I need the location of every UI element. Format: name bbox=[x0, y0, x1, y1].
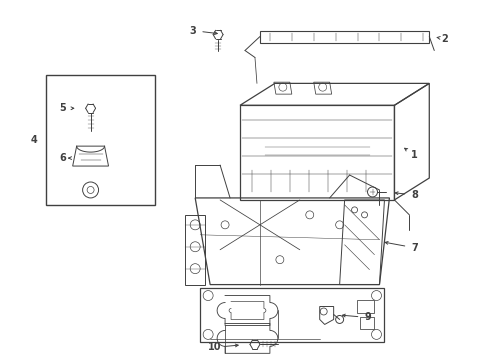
Text: 8: 8 bbox=[411, 190, 418, 200]
Text: 1: 1 bbox=[411, 150, 417, 160]
Text: 10: 10 bbox=[208, 342, 222, 352]
Bar bbox=[357, 300, 374, 314]
Text: 5: 5 bbox=[59, 103, 66, 113]
Text: 6: 6 bbox=[59, 153, 66, 163]
Text: 2: 2 bbox=[441, 33, 447, 44]
Text: 9: 9 bbox=[364, 312, 371, 323]
Bar bbox=[240, 105, 394, 200]
Text: 4: 4 bbox=[30, 135, 37, 145]
Bar bbox=[46, 75, 155, 205]
Bar bbox=[360, 318, 373, 329]
Text: 3: 3 bbox=[190, 26, 196, 36]
Text: 7: 7 bbox=[411, 243, 417, 253]
Bar bbox=[200, 288, 385, 342]
